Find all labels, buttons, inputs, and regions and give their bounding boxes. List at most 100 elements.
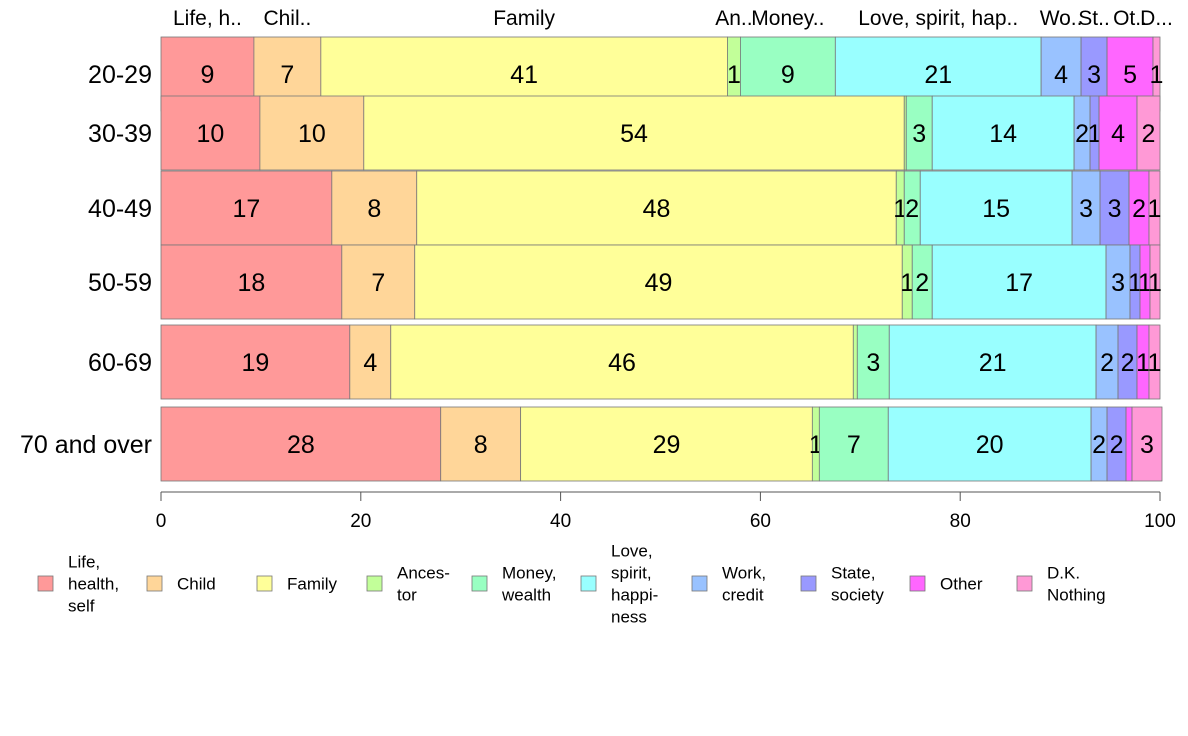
legend-label: spirit, [611, 564, 652, 583]
bar-segment [160, 244, 343, 320]
series-top-label: An.. [715, 7, 752, 30]
series-top-label: D... [1140, 7, 1173, 30]
legend-swatch [909, 575, 926, 592]
legend-label: wealth [501, 586, 551, 605]
data-label: 3 [866, 349, 880, 377]
data-label: 2 [1100, 349, 1114, 377]
bar-segment [390, 324, 854, 400]
data-label: 17 [233, 195, 261, 223]
data-label: 2 [1142, 120, 1156, 148]
data-label: 3 [912, 120, 926, 148]
legend-label: Child [177, 575, 216, 594]
data-label: 1 [1148, 195, 1162, 223]
data-label: 20 [976, 431, 1004, 459]
data-label: 5 [1123, 61, 1137, 89]
bar-segment [1148, 324, 1161, 400]
y-tick-label: 30-39 [88, 120, 152, 148]
data-label: 1 [1150, 61, 1164, 89]
legend-label: society [831, 586, 884, 605]
legend-label: Life, [68, 553, 100, 572]
data-label: 54 [620, 120, 648, 148]
bar-segment [1149, 244, 1161, 320]
data-label: 10 [298, 120, 326, 148]
data-label: 1 [727, 61, 741, 89]
bar-segment [160, 324, 351, 400]
x-tick-label: 20 [350, 511, 371, 532]
data-label: 4 [363, 349, 377, 377]
series-top-label: Wo.. [1040, 7, 1083, 30]
data-label: 18 [238, 269, 266, 297]
data-label: 46 [608, 349, 636, 377]
legend-label: health, [68, 575, 119, 594]
data-label: 2 [1110, 431, 1124, 459]
bar-segment [1071, 170, 1101, 246]
series-top-label: Love, spirit, hap.. [858, 7, 1018, 30]
y-tick-label: 20-29 [88, 61, 152, 89]
legend-swatch [1016, 575, 1033, 592]
legend-label: tor [397, 586, 417, 605]
legend-label: Work, [722, 564, 766, 583]
data-label: 28 [287, 431, 315, 459]
legend-label: Family [287, 575, 338, 594]
bar-segment [440, 406, 522, 482]
data-label: 49 [645, 269, 673, 297]
legend-label: Nothing [1047, 586, 1106, 605]
legend-label: Money, [502, 564, 557, 583]
data-label: 1 [893, 195, 907, 223]
bar-segment [931, 95, 1075, 171]
legend-label: Love, [611, 542, 653, 561]
data-label: 3 [1087, 61, 1101, 89]
legend-swatch [691, 575, 708, 592]
bar-segment [160, 170, 333, 246]
bar-segment [1125, 406, 1133, 482]
data-label: 1 [1128, 269, 1142, 297]
data-label: 2 [905, 195, 919, 223]
data-label: 2 [1092, 431, 1106, 459]
data-label: 9 [781, 61, 795, 89]
data-label: 8 [367, 195, 381, 223]
bar-segment [416, 170, 897, 246]
legend-label: self [68, 597, 95, 616]
bar-segment [331, 170, 418, 246]
legend-swatch [366, 575, 383, 592]
x-tick-label: 60 [750, 511, 771, 532]
series-top-label: Life, h.. [173, 7, 242, 30]
x-tick-label: 80 [950, 511, 971, 532]
data-label: 2 [915, 269, 929, 297]
data-label: 7 [371, 269, 385, 297]
bar-segment [160, 95, 261, 171]
data-label: 1 [1136, 349, 1150, 377]
bar-segment [887, 406, 1092, 482]
data-label: 4 [1054, 61, 1068, 89]
data-label: 21 [924, 61, 952, 89]
bar-segment [1098, 95, 1138, 171]
data-label: 1 [1148, 349, 1162, 377]
legend-swatch [146, 575, 163, 592]
bar-segment [341, 244, 416, 320]
bar-segment [259, 95, 365, 171]
bar-segment [1131, 406, 1163, 482]
data-label: 3 [1111, 269, 1125, 297]
data-label: 3 [1140, 431, 1154, 459]
series-top-label: Ot.. [1113, 7, 1147, 30]
data-label: 7 [847, 431, 861, 459]
legend-swatch [256, 575, 273, 592]
bar-segment [1136, 95, 1161, 171]
legend-label: Other [940, 575, 983, 594]
data-label: 1 [1148, 269, 1162, 297]
data-label: 19 [241, 349, 269, 377]
legend-swatch [800, 575, 817, 592]
data-label: 7 [280, 61, 294, 89]
bar-segment [349, 324, 392, 400]
data-label: 10 [197, 120, 225, 148]
data-label: 2 [1121, 349, 1135, 377]
data-label: 3 [1108, 195, 1122, 223]
legend-label: State, [831, 564, 875, 583]
data-label: 14 [989, 120, 1017, 148]
data-label: 1 [900, 269, 914, 297]
data-label: 17 [1005, 269, 1033, 297]
data-label: 4 [1111, 120, 1125, 148]
data-label: 21 [979, 349, 1007, 377]
x-tick-label: 100 [1144, 511, 1176, 532]
